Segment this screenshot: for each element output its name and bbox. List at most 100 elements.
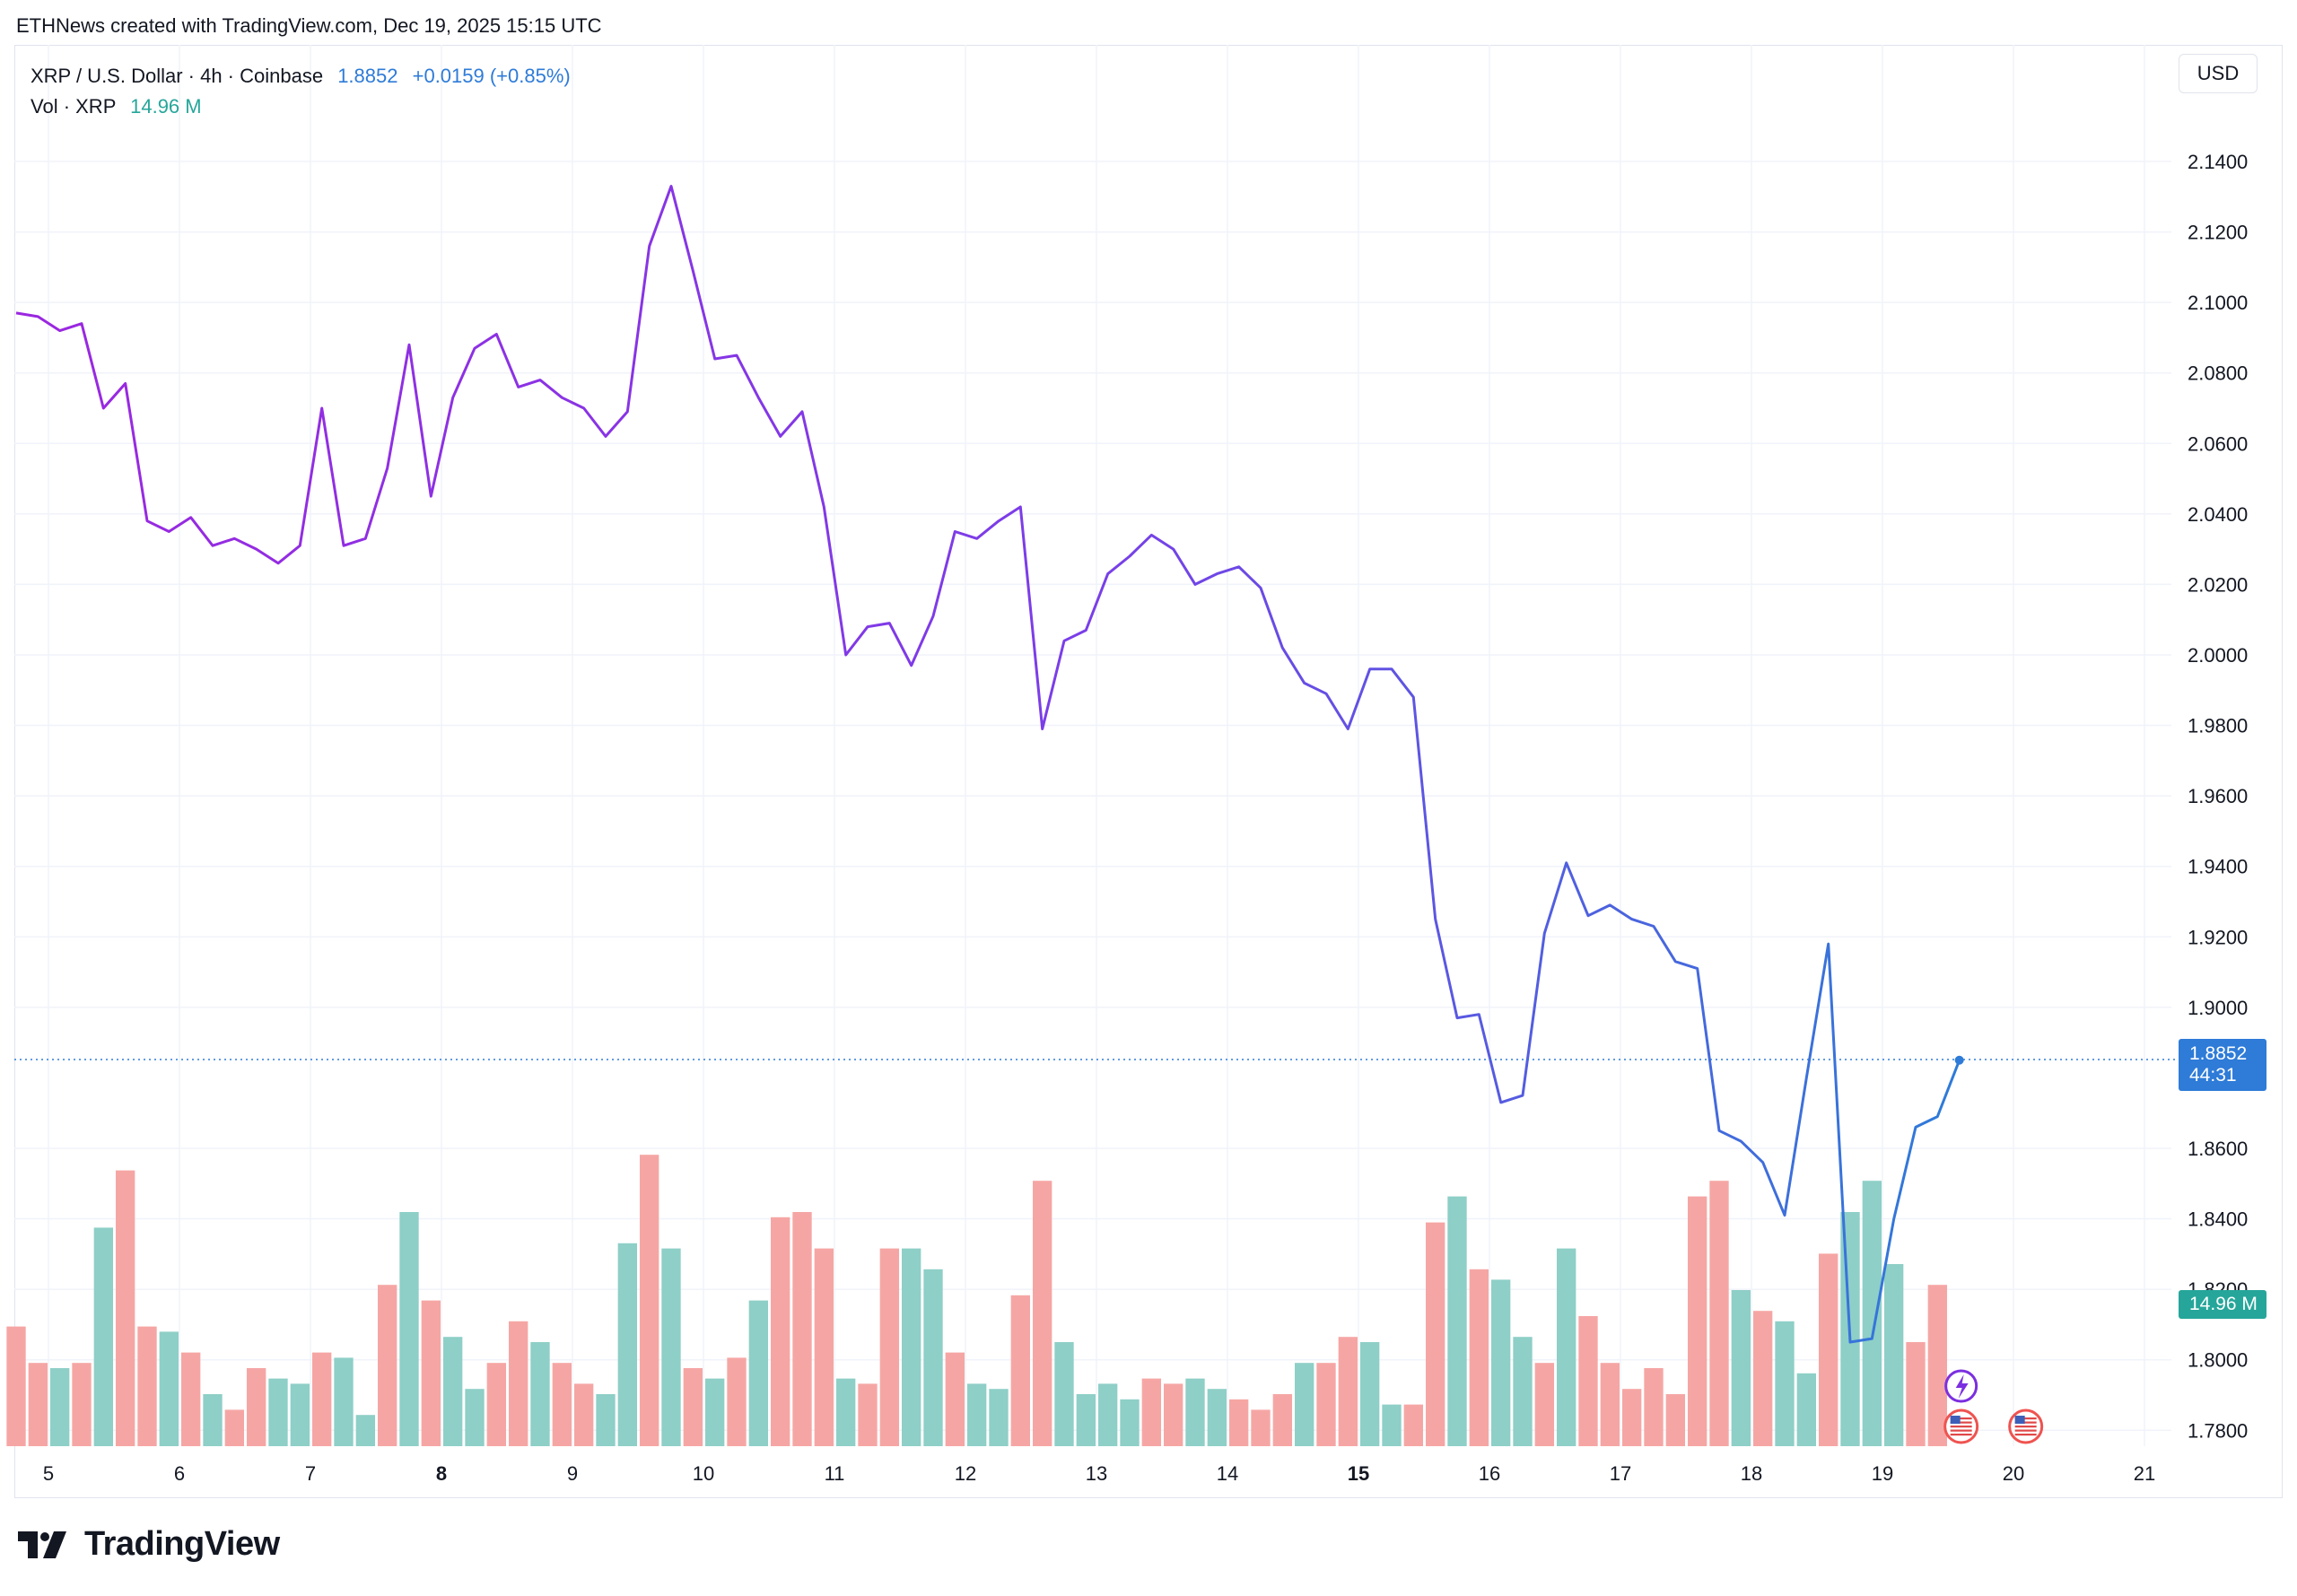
y-tick-label: 1.9400 — [2188, 856, 2248, 878]
bar-countdown: 44:31 — [2189, 1065, 2237, 1086]
legend-price: 1.8852 — [337, 65, 398, 87]
volume-bar — [1185, 1378, 1205, 1446]
volume-bar — [1775, 1321, 1795, 1446]
y-tick-label: 1.9000 — [2188, 997, 2248, 1019]
symbol-title[interactable]: XRP / U.S. Dollar · 4h · Coinbase — [31, 65, 324, 87]
volume-bar — [290, 1383, 310, 1446]
volume-bar — [443, 1337, 463, 1446]
volume-bars — [6, 1155, 1947, 1446]
volume-bar — [72, 1363, 92, 1446]
x-tick-label: 17 — [1610, 1462, 1631, 1485]
y-tick-label: 1.8400 — [2188, 1208, 2248, 1231]
volume-bar — [530, 1342, 550, 1446]
volume-bar — [1927, 1285, 1947, 1446]
volume-bar — [923, 1269, 943, 1446]
us-flag-icon[interactable] — [2008, 1408, 2044, 1444]
last-volume-label: 14.96 M — [2179, 1290, 2266, 1319]
volume-bar — [1753, 1311, 1773, 1446]
last-price-label: 1.8852 44:31 — [2179, 1039, 2266, 1091]
flag-stripe — [2014, 1417, 2037, 1420]
volume-bar — [1141, 1378, 1161, 1446]
volume-bar — [1796, 1373, 1816, 1446]
legend-volume-row: Vol · XRP 14.96 M — [31, 92, 571, 122]
x-tick-label: 20 — [2003, 1462, 2024, 1485]
us-flag-icon[interactable] — [1943, 1408, 1979, 1444]
flag-stripe — [2014, 1426, 2037, 1428]
volume-bar — [421, 1300, 441, 1446]
volume-bar — [1469, 1269, 1489, 1446]
volume-bar — [1491, 1279, 1511, 1446]
price-line-group — [14, 185, 2179, 1344]
volume-bar — [902, 1248, 921, 1446]
volume-bar — [1665, 1394, 1685, 1446]
chart-legend: XRP / U.S. Dollar · 4h · Coinbase 1.8852… — [31, 61, 571, 122]
tradingview-logo-icon — [18, 1531, 66, 1558]
x-tick-label: 18 — [1741, 1462, 1762, 1485]
last-price-value: 1.8852 — [2189, 1043, 2248, 1064]
legend-symbol-row: XRP / U.S. Dollar · 4h · Coinbase 1.8852… — [31, 61, 571, 92]
volume-bar — [1054, 1342, 1074, 1446]
volume-label[interactable]: Vol · XRP — [31, 95, 116, 118]
volume-bar — [50, 1368, 70, 1446]
volume-bar — [1033, 1181, 1052, 1446]
volume-bar — [312, 1352, 332, 1446]
volume-bar — [1098, 1383, 1118, 1446]
volume-bar — [1819, 1253, 1838, 1446]
volume-bar — [486, 1363, 506, 1446]
x-tick-label: 12 — [955, 1462, 976, 1485]
volume-bar — [181, 1352, 201, 1446]
grid-lines — [14, 45, 2171, 1446]
volume-bar — [1272, 1394, 1292, 1446]
y-tick-label: 2.1200 — [2188, 222, 2248, 244]
volume-bar — [137, 1326, 157, 1446]
volume-bar — [617, 1243, 637, 1446]
volume-bar — [574, 1383, 594, 1446]
y-tick-label: 2.1400 — [2188, 151, 2248, 173]
volume-bar — [552, 1363, 572, 1446]
volume-bar — [705, 1378, 725, 1446]
volume-bar — [792, 1212, 812, 1446]
volume-bar — [1295, 1363, 1314, 1446]
tradingview-logo-text: TradingView — [84, 1525, 280, 1563]
volume-bar — [1251, 1409, 1271, 1446]
volume-bar — [1447, 1196, 1467, 1446]
x-tick-label: 11 — [825, 1462, 845, 1485]
tradingview-logo[interactable]: TradingView — [18, 1525, 280, 1564]
volume-bar — [1557, 1248, 1576, 1446]
currency-selector[interactable]: USD — [2179, 54, 2258, 93]
volume-bar — [203, 1394, 223, 1446]
last-price-dot — [1954, 1055, 1964, 1065]
volume-bar — [1600, 1363, 1620, 1446]
flag-stripe — [1950, 1417, 1972, 1420]
volume-bar — [1010, 1295, 1030, 1446]
volume-bar — [399, 1212, 419, 1446]
y-tick-label: 1.9800 — [2188, 715, 2248, 737]
y-tick-label: 2.0400 — [2188, 503, 2248, 526]
volume-bar — [1644, 1368, 1664, 1446]
y-tick-label: 2.1000 — [2188, 292, 2248, 314]
volume-bar — [378, 1285, 397, 1446]
volume-bar — [596, 1394, 616, 1446]
price-line — [15, 185, 1961, 1344]
volume-bar — [1164, 1383, 1183, 1446]
x-tick-label: 5 — [43, 1462, 54, 1485]
volume-bar — [967, 1383, 987, 1446]
volume-bar — [509, 1321, 528, 1446]
x-tick-label: 9 — [567, 1462, 578, 1485]
volume-bar — [748, 1300, 768, 1446]
flag-stripe — [1950, 1421, 1972, 1424]
volume-bar — [1207, 1389, 1227, 1446]
x-tick-label: 15 — [1348, 1462, 1369, 1485]
volume-bar — [1884, 1264, 1904, 1446]
volume-bar — [1426, 1222, 1445, 1446]
flag-stripe — [2014, 1429, 2037, 1432]
volume-bar — [1622, 1389, 1642, 1446]
volume-value: 14.96 M — [130, 95, 202, 118]
flag-canton — [2014, 1416, 2025, 1424]
volume-bar — [1403, 1404, 1423, 1446]
volume-bar — [814, 1248, 834, 1446]
volume-bar — [159, 1331, 179, 1446]
volume-bar — [1360, 1342, 1380, 1446]
volume-bar — [836, 1378, 856, 1446]
